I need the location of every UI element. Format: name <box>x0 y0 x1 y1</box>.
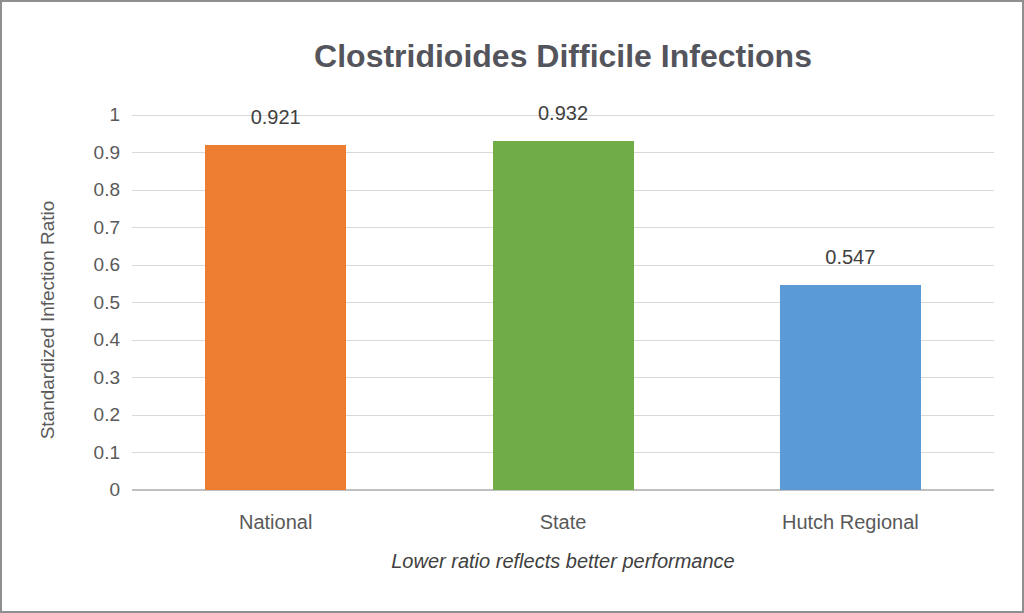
y-tick-label: 0.9 <box>32 142 120 164</box>
bar-hutch-regional <box>780 285 921 490</box>
x-category-label-national: National <box>239 511 312 534</box>
axis-caption: Lower ratio reflects better performance <box>132 550 994 573</box>
y-tick-label: 0.8 <box>32 179 120 201</box>
bar-national <box>205 145 346 490</box>
bar-state <box>493 141 634 491</box>
y-tick-label: 0.2 <box>32 404 120 426</box>
bar-value-label-national: 0.921 <box>251 105 301 129</box>
x-category-label-state: State <box>540 511 587 534</box>
chart-canvas: Clostridioides Difficile Infections Stan… <box>0 0 1024 613</box>
y-tick-label: 0.1 <box>32 442 120 464</box>
y-tick-label: 0 <box>32 479 120 501</box>
y-tick-label: 0.6 <box>32 254 120 276</box>
chart-title: Clostridioides Difficile Infections <box>132 38 994 75</box>
y-tick-label: 0.5 <box>32 292 120 314</box>
y-tick-label: 0.7 <box>32 217 120 239</box>
y-tick-label: 1 <box>32 104 120 126</box>
x-category-label-hutch-regional: Hutch Regional <box>782 511 919 534</box>
bar-value-label-hutch-regional: 0.547 <box>825 245 875 269</box>
y-tick-label: 0.4 <box>32 329 120 351</box>
y-tick-label: 0.3 <box>32 367 120 389</box>
bar-value-label-state: 0.932 <box>538 101 588 125</box>
